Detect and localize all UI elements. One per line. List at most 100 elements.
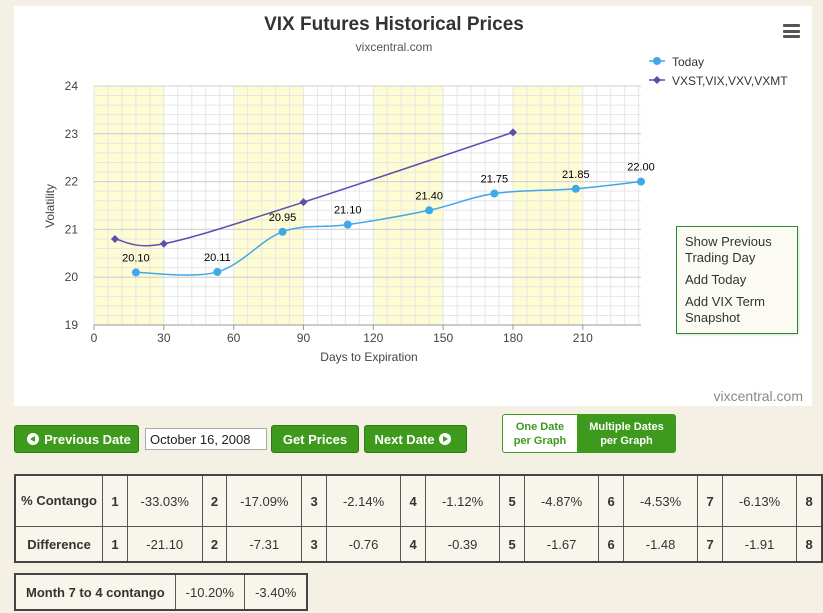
data-label: 21.75 bbox=[481, 174, 509, 186]
multiple-dates-label: Multiple Dates per Graph bbox=[589, 420, 664, 447]
data-label: 21.10 bbox=[334, 205, 362, 217]
data-label: 21.85 bbox=[562, 169, 590, 181]
contango-value: -4.87% bbox=[523, 474, 600, 527]
contango-index: 2 bbox=[201, 474, 228, 527]
legend[interactable]: Today VXST,VIX,VXV,VXMT bbox=[649, 55, 788, 88]
point-term bbox=[110, 234, 119, 243]
legend-label-today[interactable]: Today bbox=[672, 55, 704, 69]
contango-value: -2.14% bbox=[325, 474, 402, 527]
difference-value: -0.76 bbox=[325, 526, 402, 563]
menu-item-add-today[interactable]: Add Today bbox=[685, 272, 747, 287]
y-tick-label: 20 bbox=[65, 270, 79, 284]
chart-subtitle: vixcentral.com bbox=[356, 40, 433, 54]
point-today bbox=[490, 189, 499, 198]
x-tick-label: 90 bbox=[297, 331, 311, 345]
x-axis-title: Days to Expiration bbox=[320, 350, 417, 364]
get-prices-label: Get Prices bbox=[282, 431, 348, 447]
shaded-band bbox=[512, 86, 583, 325]
data-label: 20.10 bbox=[122, 252, 150, 264]
contango-value: -17.09% bbox=[226, 474, 303, 527]
x-tick-label: 150 bbox=[433, 331, 453, 345]
x-tick-label: 120 bbox=[363, 331, 383, 345]
point-today bbox=[131, 268, 140, 277]
chart-credit[interactable]: vixcentral.com bbox=[713, 388, 803, 404]
difference-value: -21.10 bbox=[126, 526, 203, 563]
menu-item-add-vix-term[interactable]: Add VIX Term Snapshot bbox=[685, 294, 765, 325]
difference-index: 2 bbox=[201, 526, 228, 563]
contango-row: % Contango 1 -33.03% 2 -17.09% 3 -2.14% 4 -1.12… bbox=[14, 474, 823, 527]
difference-header: Difference bbox=[14, 526, 104, 563]
x-tick-label: 30 bbox=[157, 331, 171, 345]
contango-header: % Contango bbox=[14, 474, 104, 527]
y-tick-label: 22 bbox=[65, 175, 79, 189]
date-input[interactable] bbox=[145, 428, 267, 450]
hamburger-menu-icon[interactable] bbox=[783, 24, 800, 38]
contango-value: -1.12% bbox=[424, 474, 501, 527]
difference-index: 1 bbox=[102, 526, 128, 563]
contango-value: -4.53% bbox=[622, 474, 699, 527]
contango-value: -6.13% bbox=[721, 474, 798, 527]
point-term bbox=[159, 239, 168, 248]
previous-date-label: Previous Date bbox=[44, 431, 131, 447]
x-tick-label: 210 bbox=[573, 331, 593, 345]
contango-index: 8 bbox=[796, 474, 823, 527]
difference-index: 5 bbox=[499, 526, 525, 563]
chart-panel: VIX Futures Historical Prices vixcentral… bbox=[14, 6, 812, 406]
contango-index: 1 bbox=[102, 474, 128, 527]
data-label: 20.95 bbox=[269, 212, 297, 224]
x-tick-label: 60 bbox=[227, 331, 241, 345]
contango-index: 3 bbox=[301, 474, 327, 527]
legend-marker-term bbox=[653, 76, 661, 84]
month74-value-1: -10.20% bbox=[174, 573, 246, 611]
month-7-to-4-table: Month 7 to 4 contango -10.20% -3.40% bbox=[14, 573, 309, 611]
shaded-band bbox=[94, 86, 164, 325]
y-tick-label: 21 bbox=[65, 222, 79, 236]
x-tick-label: 0 bbox=[91, 331, 98, 345]
contango-index: 4 bbox=[400, 474, 426, 527]
difference-value: -7.31 bbox=[226, 526, 303, 563]
previous-date-button[interactable]: Previous Date bbox=[14, 425, 139, 453]
point-today bbox=[278, 227, 287, 236]
point-today bbox=[343, 220, 352, 229]
month74-label: Month 7 to 4 contango bbox=[14, 573, 176, 611]
contango-index: 5 bbox=[499, 474, 525, 527]
difference-index: 4 bbox=[400, 526, 426, 563]
multiple-dates-toggle[interactable]: Multiple Dates per Graph bbox=[577, 414, 676, 453]
contango-value: -33.03% bbox=[126, 474, 203, 527]
y-tick-label: 24 bbox=[65, 79, 79, 93]
point-today bbox=[637, 177, 645, 186]
difference-row: Difference 1 -21.10 2 -7.31 3 -0.76 4 -0.39 5 -1.… bbox=[14, 526, 823, 563]
menu-item-show-previous[interactable]: Show Previous Trading Day bbox=[685, 234, 772, 265]
point-term bbox=[508, 128, 517, 137]
difference-value: -1.48 bbox=[622, 526, 699, 563]
legend-label-term[interactable]: VXST,VIX,VXV,VXMT bbox=[672, 74, 788, 88]
next-date-button[interactable]: Next Date bbox=[364, 425, 467, 453]
point-today bbox=[213, 267, 222, 276]
chart: VIX Futures Historical Prices vixcentral… bbox=[43, 14, 788, 364]
difference-index: 8 bbox=[796, 526, 823, 563]
arrow-right-icon bbox=[439, 433, 452, 445]
difference-value: -1.67 bbox=[523, 526, 600, 563]
x-tick-label: 180 bbox=[503, 331, 523, 345]
get-prices-button[interactable]: Get Prices bbox=[271, 425, 359, 453]
legend-marker-today bbox=[653, 57, 661, 65]
difference-value: -1.91 bbox=[721, 526, 798, 563]
point-term bbox=[299, 198, 308, 207]
y-tick-label: 19 bbox=[65, 318, 79, 332]
one-date-label: One Date per Graph bbox=[513, 420, 567, 447]
next-date-label: Next Date bbox=[374, 431, 435, 447]
contango-index: 6 bbox=[598, 474, 624, 527]
shaded-band bbox=[373, 86, 444, 325]
y-axis-title: Volatility bbox=[43, 184, 57, 228]
series-line-term bbox=[114, 131, 514, 247]
point-today bbox=[571, 184, 580, 193]
contango-index: 7 bbox=[697, 474, 723, 527]
arrow-left-icon bbox=[27, 433, 40, 445]
data-label: 20.11 bbox=[204, 252, 231, 264]
point-today bbox=[425, 206, 434, 215]
one-date-toggle[interactable]: One Date per Graph bbox=[502, 414, 578, 453]
month74-value-2: -3.40% bbox=[244, 573, 308, 611]
data-label: 22.00 bbox=[627, 162, 655, 174]
difference-index: 3 bbox=[301, 526, 327, 563]
contango-table: % Contango 1 -33.03% 2 -17.09% 3 -2.14% 4 -1.12… bbox=[14, 474, 823, 563]
